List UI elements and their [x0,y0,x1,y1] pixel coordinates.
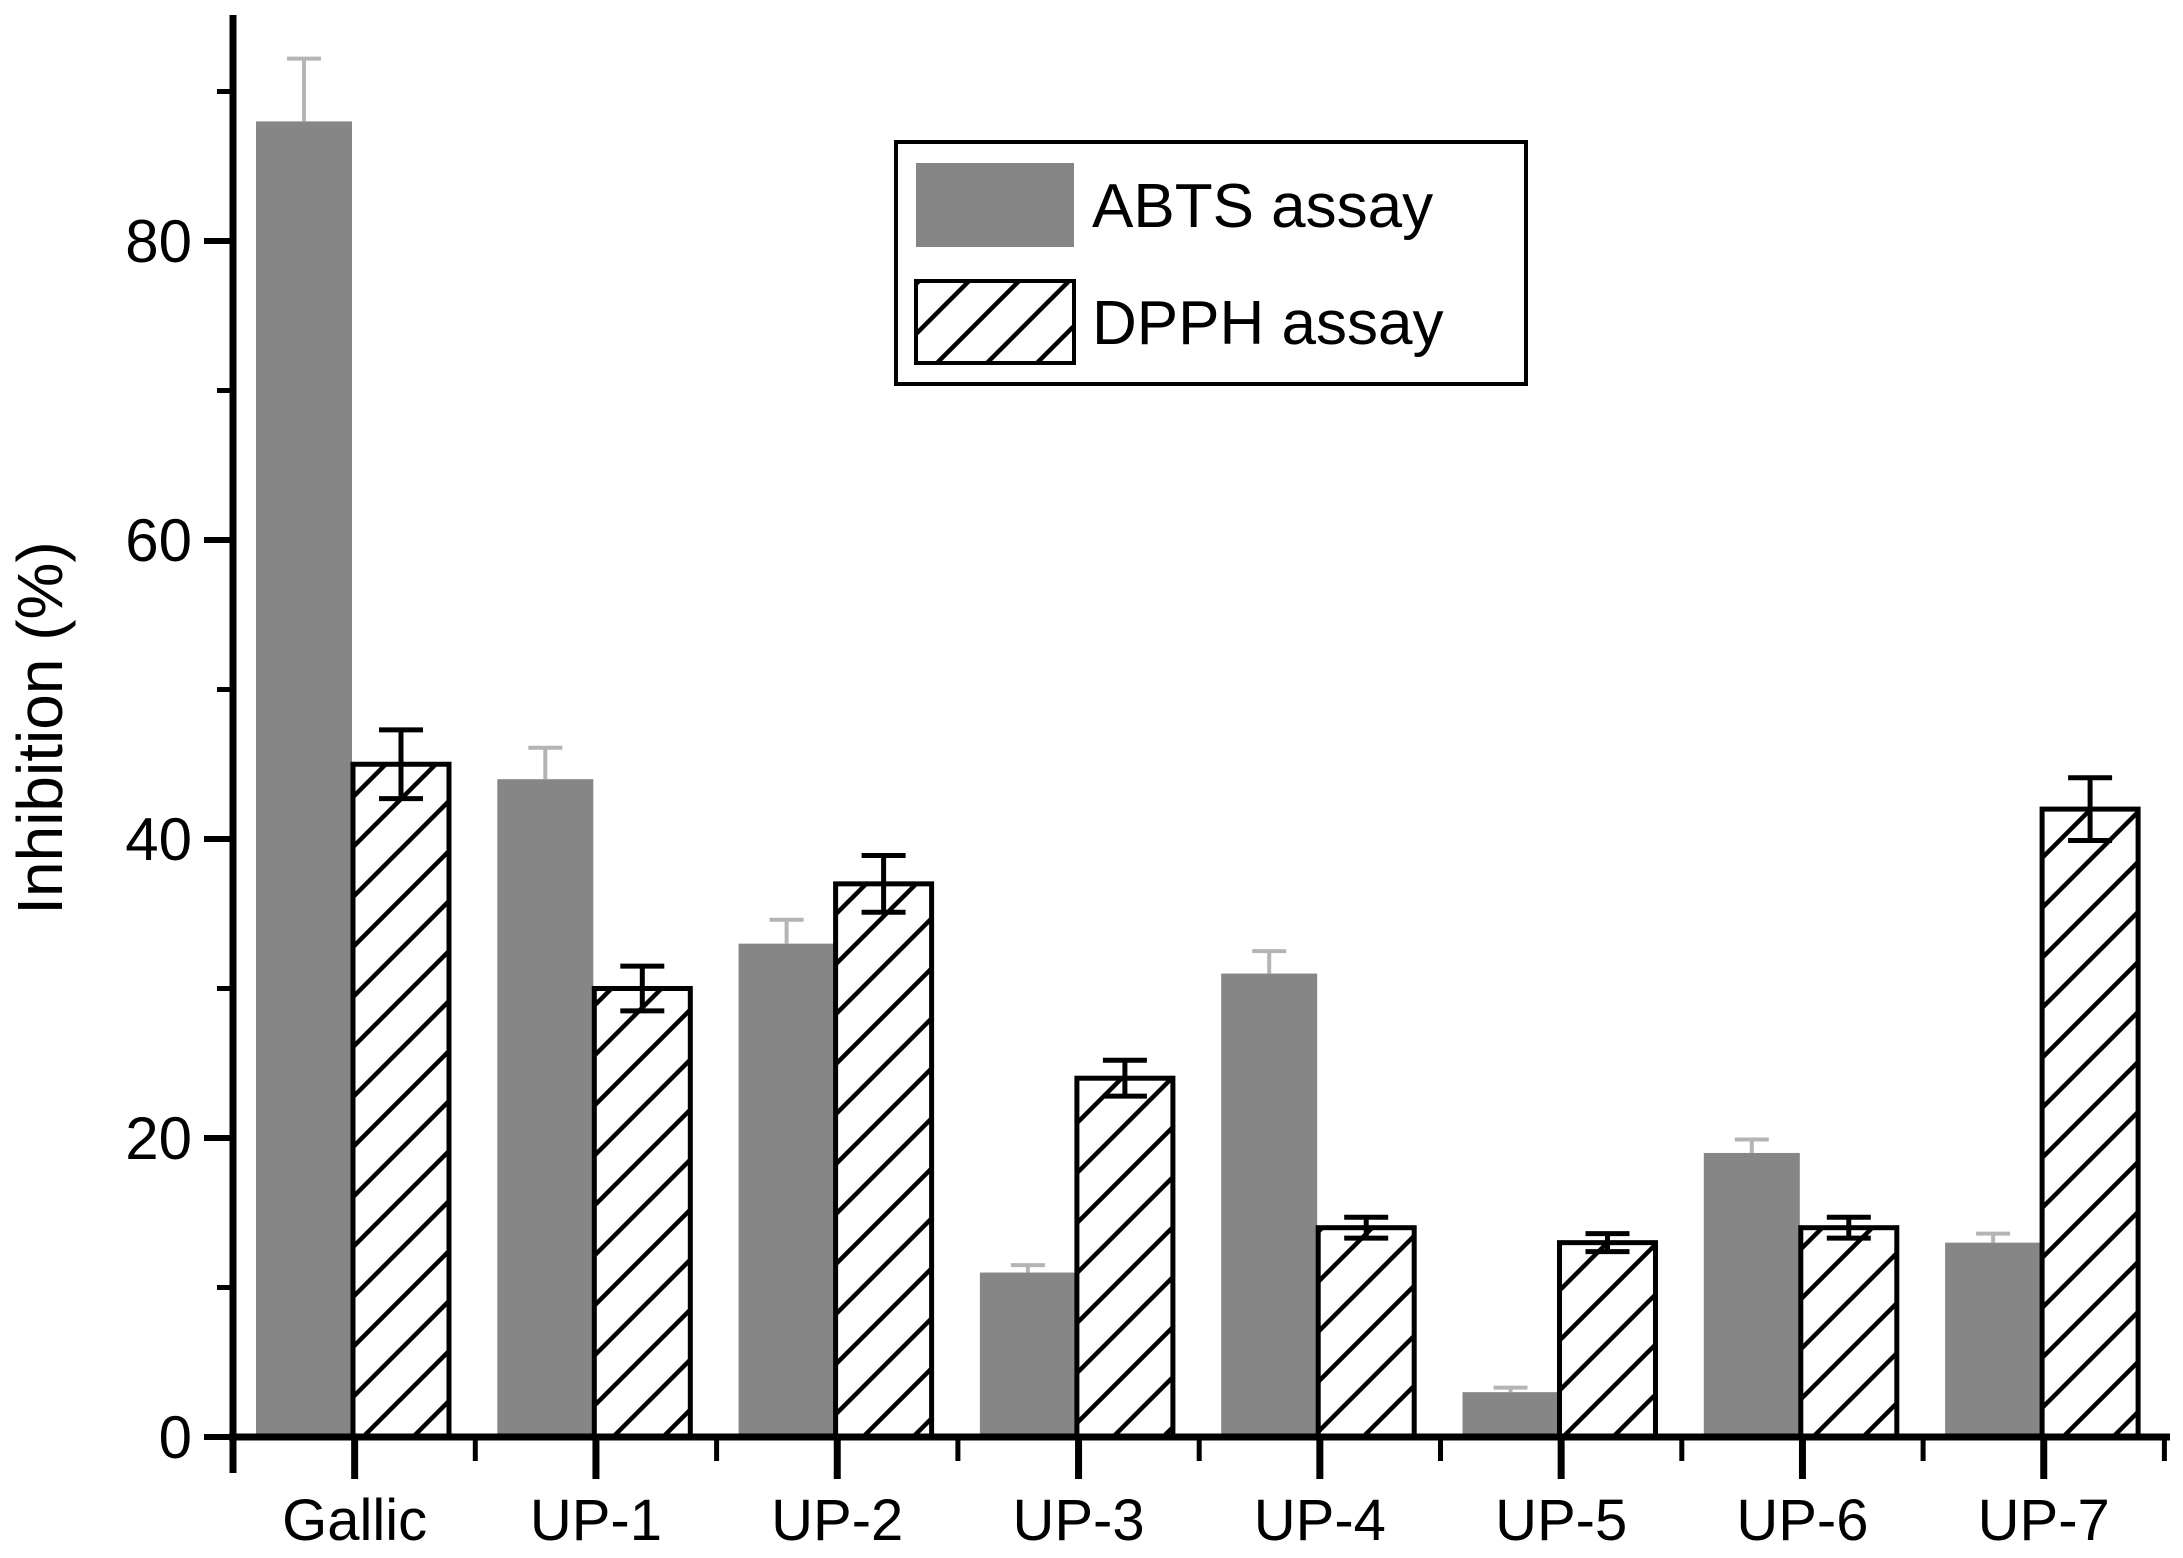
y-tick-label-0: 0 [159,1404,192,1471]
legend-label-abts: ABTS assay [1092,172,1433,241]
x-category-label-UP-2: UP-2 [771,1488,903,1553]
legend-swatch-dpph [914,279,1076,365]
legend-swatch-abts [916,163,1074,247]
bar-dpph-UP-4 [1315,1225,1417,1440]
bar-dpph-UP-7 [2039,806,2141,1440]
bar-dpph-UP-6 [1798,1225,1900,1440]
bar-dpph-UP-1 [591,986,693,1440]
bar-abts-UP-5 [1462,1392,1559,1437]
x-category-label-UP-5: UP-5 [1495,1488,1627,1553]
x-category-label-UP-6: UP-6 [1736,1488,1868,1553]
x-category-label-UP-4: UP-4 [1254,1488,1386,1553]
x-category-label-UP-7: UP-7 [1978,1488,2110,1553]
bar-abts-UP-4 [1221,973,1318,1437]
bar-abts-UP-7 [1945,1242,2042,1437]
bar-abts-UP-2 [738,943,835,1437]
x-category-label-Gallic: Gallic [282,1488,427,1553]
bar-abts-UP-6 [1703,1152,1800,1437]
plot-area: 0 20 40 60 80 Gallic UP-1 UP-2 UP-3 UP-4 UP-5 UP-6 U… [125,15,2170,1553]
legend-label-dpph: DPPH assay [1092,289,1443,358]
y-tick-label-60: 60 [125,507,192,574]
x-category-label-UP-3: UP-3 [1012,1488,1144,1553]
bar-dpph-Gallic [350,761,452,1440]
bar-dpph-UP-5 [1557,1240,1658,1440]
x-category-label-UP-1: UP-1 [530,1488,662,1553]
legend: ABTS assay DPPH assay [894,140,1528,386]
bar-abts-Gallic [256,121,352,1437]
bar-dpph-UP-2 [833,881,935,1440]
bar-abts-UP-1 [497,779,594,1437]
y-tick-label-80: 80 [125,208,192,275]
y-tick-label-40: 40 [125,806,192,873]
y-axis-title: Inhibition (%) [4,541,76,915]
bar-abts-UP-3 [979,1272,1076,1437]
bar-dpph-UP-3 [1074,1075,1176,1440]
y-tick-label-20: 20 [125,1105,192,1172]
